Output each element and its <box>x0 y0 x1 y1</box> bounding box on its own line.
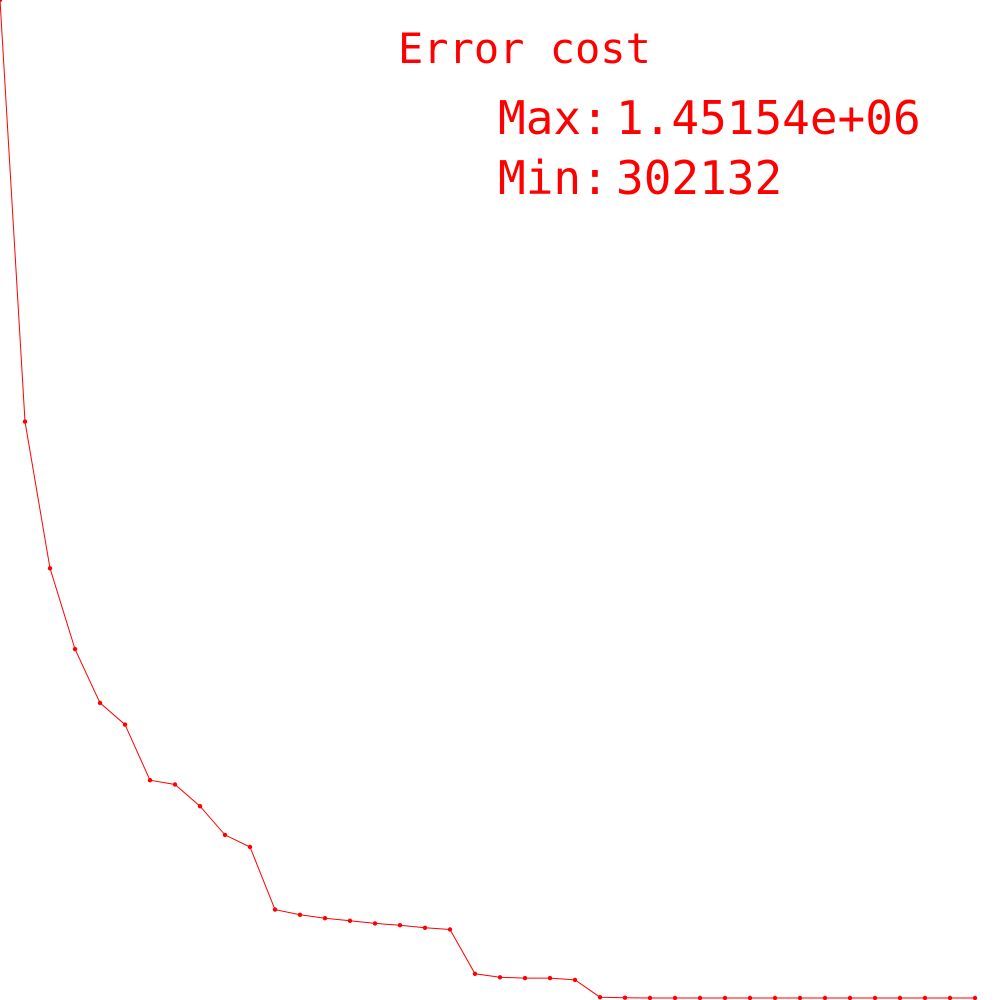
data-point <box>822 995 828 1000</box>
data-point <box>547 975 553 981</box>
data-point <box>197 804 203 809</box>
data-point <box>872 995 878 1000</box>
data-point <box>397 923 403 928</box>
data-point <box>797 995 803 1000</box>
data-point <box>347 918 353 923</box>
data-point <box>222 832 228 838</box>
data-point <box>697 995 703 1000</box>
min-stat: Min: 302132 <box>498 152 782 204</box>
data-point <box>472 971 478 976</box>
data-point <box>772 995 778 1000</box>
data-point <box>597 995 603 1000</box>
data-point <box>172 782 178 787</box>
data-point <box>122 722 128 727</box>
chart-title: Error cost <box>398 24 651 73</box>
data-point <box>572 977 578 983</box>
data-point <box>22 419 28 424</box>
data-point <box>272 907 278 912</box>
data-point <box>647 995 653 1000</box>
data-point <box>372 921 378 926</box>
min-value: 302132 <box>616 151 783 205</box>
error-cost-line <box>0 0 975 999</box>
data-point <box>722 995 728 1000</box>
data-point <box>247 844 253 850</box>
max-stat: Max: 1.45154e+06 <box>498 92 921 144</box>
data-point <box>322 916 328 921</box>
data-point <box>747 995 753 1000</box>
data-point <box>47 566 53 571</box>
data-point <box>422 925 428 930</box>
max-label: Max: <box>498 91 609 145</box>
data-point <box>847 995 853 1000</box>
data-point <box>147 778 153 783</box>
data-point <box>0 0 3 3</box>
data-point <box>72 646 78 652</box>
data-point <box>897 995 903 1000</box>
data-point <box>497 975 503 980</box>
data-point <box>522 975 528 981</box>
max-value: 1.45154e+06 <box>616 91 921 145</box>
data-point <box>622 995 628 1000</box>
data-point <box>922 995 928 1000</box>
data-point <box>947 995 953 1000</box>
data-point <box>672 995 678 1000</box>
min-label: Min: <box>498 151 609 205</box>
data-point <box>447 927 453 932</box>
data-point <box>972 995 978 1000</box>
data-point-markers <box>0 0 978 1000</box>
data-point <box>97 700 103 706</box>
data-point <box>297 912 303 917</box>
